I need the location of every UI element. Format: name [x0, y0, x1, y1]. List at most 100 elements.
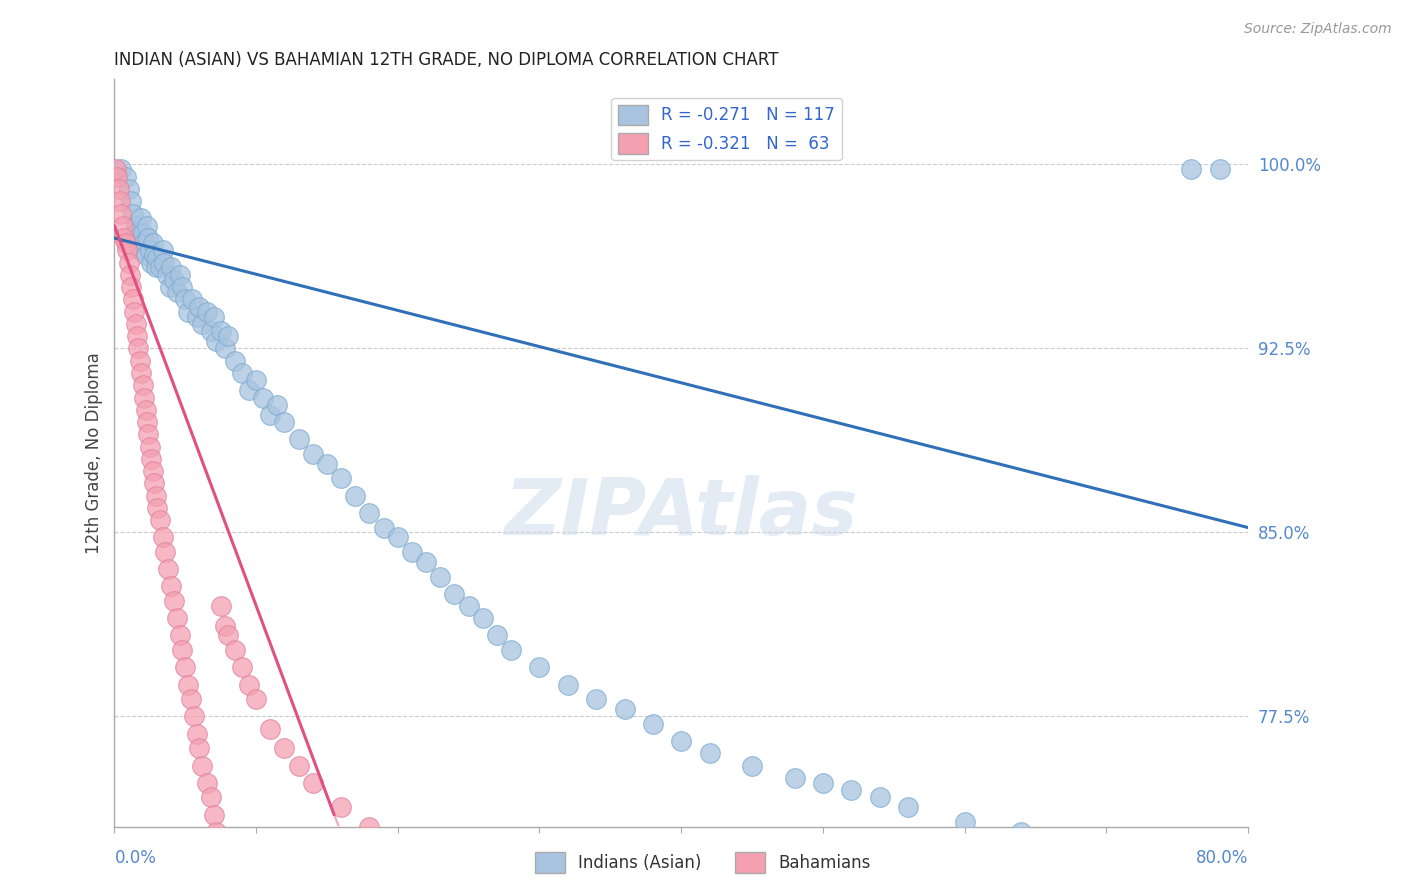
Point: [138, 427, 160, 442]
Point: [273, 741, 295, 756]
Point: [429, 569, 451, 583]
Point: [143, 476, 166, 491]
Point: [359, 820, 381, 834]
Point: [114, 235, 136, 250]
Point: [839, 783, 862, 797]
Point: [152, 530, 174, 544]
Point: [108, 194, 131, 209]
Point: [259, 722, 281, 736]
Point: [897, 800, 920, 814]
Point: [529, 660, 551, 674]
Point: [245, 373, 267, 387]
Point: [783, 771, 806, 785]
Point: [202, 807, 225, 822]
Point: [153, 255, 176, 269]
Point: [145, 260, 167, 275]
Point: [112, 231, 135, 245]
Point: [301, 447, 323, 461]
Point: [209, 324, 232, 338]
Point: [287, 432, 309, 446]
Point: [188, 300, 211, 314]
Point: [141, 255, 163, 269]
Point: [163, 594, 186, 608]
Point: [107, 182, 129, 196]
Point: [485, 628, 508, 642]
Point: [172, 643, 194, 657]
Point: [128, 342, 150, 356]
Point: [128, 235, 150, 250]
Point: [121, 206, 143, 220]
Point: [139, 244, 162, 258]
Point: [457, 599, 479, 613]
Point: [146, 500, 169, 515]
Legend: R = -0.271   N = 117, R = -0.321   N =  63: R = -0.271 N = 117, R = -0.321 N = 63: [612, 98, 842, 161]
Point: [157, 562, 180, 576]
Point: [138, 231, 160, 245]
Point: [122, 304, 145, 318]
Point: [105, 169, 128, 184]
Point: [557, 677, 579, 691]
Point: [191, 317, 214, 331]
Point: [124, 317, 146, 331]
Point: [166, 285, 188, 299]
Point: [330, 471, 353, 485]
Point: [183, 709, 205, 723]
Point: [132, 226, 155, 240]
Point: [501, 643, 523, 657]
Point: [143, 248, 166, 262]
Point: [669, 734, 692, 748]
Point: [811, 775, 834, 789]
Point: [131, 366, 153, 380]
Point: [186, 726, 208, 740]
Point: [134, 391, 156, 405]
Point: [231, 366, 253, 380]
Point: [141, 451, 163, 466]
Point: [1208, 863, 1230, 878]
Point: [316, 457, 339, 471]
Point: [160, 579, 183, 593]
Point: [117, 255, 139, 269]
Point: [1208, 162, 1230, 177]
Point: [301, 775, 323, 789]
Point: [160, 260, 183, 275]
Point: [156, 268, 179, 282]
Point: [238, 383, 260, 397]
Point: [202, 310, 225, 324]
Point: [104, 162, 127, 177]
Point: [149, 513, 172, 527]
Y-axis label: 12th Grade, No Diploma: 12th Grade, No Diploma: [86, 351, 103, 554]
Point: [136, 415, 159, 429]
Point: [118, 268, 141, 282]
Point: [401, 545, 423, 559]
Point: [471, 611, 494, 625]
Point: [373, 520, 395, 534]
Point: [387, 530, 409, 544]
Point: [699, 746, 721, 760]
Text: 80.0%: 80.0%: [1195, 849, 1249, 867]
Point: [344, 489, 367, 503]
Point: [145, 489, 167, 503]
Point: [259, 408, 281, 422]
Point: [111, 219, 134, 233]
Point: [177, 304, 200, 318]
Point: [200, 790, 222, 805]
Point: [1180, 162, 1202, 177]
Point: [166, 611, 188, 625]
Point: [152, 244, 174, 258]
Point: [129, 353, 152, 368]
Text: INDIAN (ASIAN) VS BAHAMIAN 12TH GRADE, NO DIPLOMA CORRELATION CHART: INDIAN (ASIAN) VS BAHAMIAN 12TH GRADE, N…: [114, 51, 779, 69]
Point: [120, 194, 142, 209]
Point: [330, 800, 353, 814]
Point: [245, 692, 267, 706]
Point: [415, 555, 437, 569]
Point: [231, 660, 253, 674]
Point: [120, 280, 142, 294]
Point: [159, 280, 181, 294]
Point: [149, 260, 172, 275]
Point: [142, 235, 165, 250]
Point: [155, 545, 177, 559]
Point: [953, 814, 976, 829]
Point: [181, 293, 204, 307]
Point: [1152, 849, 1174, 863]
Point: [195, 775, 218, 789]
